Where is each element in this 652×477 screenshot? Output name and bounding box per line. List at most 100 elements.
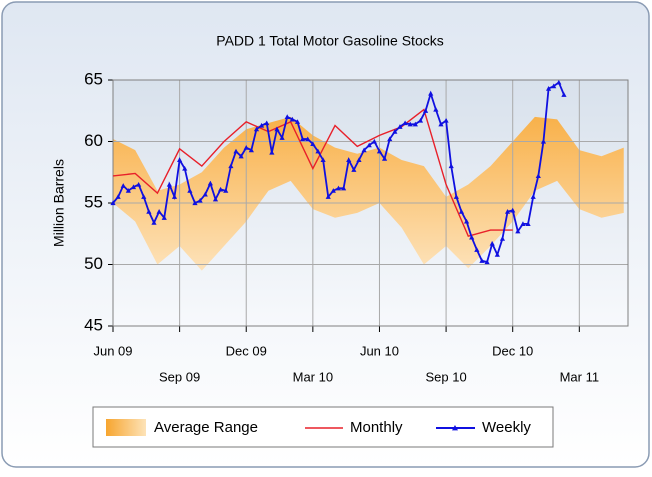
point-marker [407, 121, 413, 127]
point-marker [525, 221, 531, 226]
point-marker [151, 220, 157, 225]
point-marker [397, 124, 403, 129]
point-marker [428, 90, 434, 96]
point-marker [156, 209, 162, 214]
point-marker [259, 122, 265, 128]
point-marker [192, 200, 198, 206]
point-marker [166, 181, 172, 187]
chart-title: PADD 1 Total Motor Gasoline Stocks [216, 33, 443, 49]
legend-label: Weekly [482, 419, 531, 436]
point-marker [392, 129, 398, 134]
legend [92, 406, 554, 448]
point-marker [120, 183, 126, 188]
point-marker [366, 142, 372, 148]
point-marker [515, 228, 521, 234]
point-marker [223, 188, 229, 193]
point-marker [187, 188, 193, 193]
point-marker [340, 185, 347, 191]
y-tick-label: 55 [84, 192, 103, 211]
point-marker [110, 200, 116, 206]
legend-swatch [106, 419, 146, 436]
point-marker [535, 173, 541, 179]
point-marker [356, 157, 362, 163]
point-marker [274, 126, 280, 132]
point-marker [315, 148, 321, 154]
point-marker [422, 108, 429, 113]
point-marker [212, 196, 219, 202]
point-marker [218, 186, 224, 192]
point-marker [417, 117, 424, 123]
point-marker [243, 145, 249, 150]
point-marker [264, 120, 270, 126]
point-marker [540, 138, 547, 144]
point-marker [448, 163, 454, 169]
point-marker [474, 247, 480, 252]
point-marker [551, 83, 557, 89]
legend-marker [452, 425, 458, 431]
point-marker [402, 120, 408, 126]
y-tick-label: 50 [84, 254, 103, 273]
x-tick-label: Jun 09 [93, 343, 132, 358]
point-marker [310, 141, 316, 147]
point-marker [351, 167, 357, 172]
point-marker [228, 163, 234, 169]
point-marker [248, 147, 254, 153]
point-marker [325, 194, 331, 199]
point-marker [207, 180, 213, 186]
point-marker [371, 138, 377, 144]
point-marker [381, 156, 388, 161]
point-marker [433, 106, 439, 112]
point-marker [284, 114, 290, 119]
point-marker [484, 259, 490, 265]
point-marker [438, 121, 444, 127]
point-marker [530, 194, 536, 199]
point-marker [545, 86, 552, 91]
point-marker [494, 252, 500, 257]
point-marker [289, 116, 295, 122]
point-marker [489, 240, 495, 246]
point-marker [130, 184, 137, 190]
point-marker [238, 153, 244, 159]
point-marker [463, 218, 470, 224]
point-marker [330, 188, 336, 193]
point-marker [202, 191, 208, 197]
x-tick-label: Dec 10 [492, 343, 533, 358]
series-line [112, 108, 513, 238]
x-tick-label: Mar 11 [560, 369, 600, 384]
point-marker [469, 234, 475, 240]
point-marker [294, 119, 301, 124]
point-marker [233, 148, 239, 154]
y-tick-label: 60 [84, 131, 103, 150]
y-axis-title: Million Barrels [51, 159, 67, 247]
point-marker [182, 165, 188, 171]
point-marker [412, 121, 418, 127]
point-marker [136, 181, 142, 187]
x-tick-label: Sep 10 [425, 369, 466, 384]
point-marker [376, 148, 383, 154]
point-marker [305, 136, 311, 142]
point-marker [510, 207, 516, 213]
point-marker [141, 194, 147, 199]
point-marker [320, 157, 326, 163]
point-marker [453, 194, 459, 199]
point-marker [520, 221, 526, 226]
point-marker [504, 209, 511, 214]
point-marker [361, 147, 367, 153]
point-marker [177, 157, 183, 163]
legend-label: Average Range [154, 419, 258, 436]
point-marker [300, 136, 306, 142]
x-tick-label: Dec 09 [226, 343, 267, 358]
point-marker [125, 188, 131, 193]
point-marker [161, 215, 167, 220]
point-marker [335, 185, 342, 191]
point-marker [253, 126, 260, 132]
point-marker [115, 194, 121, 199]
point-marker [197, 197, 203, 203]
x-tick-label: Jun 10 [360, 343, 399, 358]
legend-label: Monthly [350, 419, 403, 436]
point-marker [346, 157, 352, 163]
point-marker [387, 136, 393, 142]
point-marker [279, 135, 285, 140]
point-marker [499, 236, 506, 241]
